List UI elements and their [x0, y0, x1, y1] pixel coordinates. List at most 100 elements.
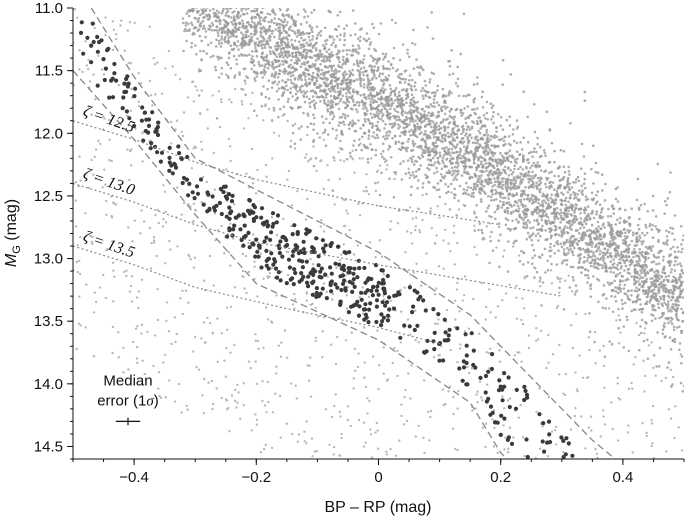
- background-star-270: [665, 229, 668, 233]
- background-star-2988: [391, 66, 395, 70]
- background-star-3371: [242, 26, 246, 30]
- background-star-3647: [222, 8, 225, 11]
- background-star-2641: [616, 186, 619, 189]
- background-star-928: [547, 219, 550, 222]
- background-star-684: [637, 227, 641, 231]
- background-star-2056: [356, 51, 359, 54]
- background-star-803: [249, 5, 252, 8]
- background-star-2225: [568, 238, 572, 242]
- background-star-3051: [402, 103, 405, 106]
- background-star-1091: [606, 281, 610, 284]
- background-star-4515: [305, 90, 309, 93]
- background-star-4234: [546, 193, 549, 196]
- background-star-4530: [481, 124, 485, 127]
- background-star-1894: [348, 127, 351, 131]
- background-star-4858: [104, 33, 107, 37]
- background-star-1959: [337, 96, 340, 100]
- background-star-4236: [405, 89, 409, 93]
- background-star-2966: [669, 320, 672, 323]
- background-star-1671: [332, 64, 336, 67]
- background-star-3092: [558, 226, 561, 229]
- background-star-1487: [282, 91, 286, 94]
- background-star-2309: [365, 107, 368, 110]
- background-star-244: [623, 269, 626, 272]
- background-star-4896: [315, 450, 319, 453]
- background-star-2799: [333, 27, 337, 31]
- background-star-4084: [499, 158, 503, 162]
- background-star-3930: [638, 236, 642, 240]
- background-star-3071: [484, 180, 488, 183]
- background-star-4675: [595, 266, 598, 269]
- background-star-1121: [499, 195, 503, 199]
- background-star-4231: [346, 60, 350, 63]
- background-star-4425: [262, 25, 265, 29]
- background-star-3909: [185, 39, 188, 43]
- background-star-3850: [343, 43, 346, 47]
- background-star-4585: [345, 57, 349, 60]
- background-star-4524: [467, 193, 471, 196]
- background-star-4750: [547, 395, 551, 399]
- background-star-2801: [288, 54, 291, 57]
- background-star-4371: [497, 204, 500, 208]
- background-star-2790: [215, 19, 218, 23]
- background-star-4208: [562, 218, 566, 221]
- background-star-4251: [569, 243, 572, 247]
- background-star-975: [372, 113, 376, 116]
- background-star-4648: [476, 107, 479, 110]
- background-star-4684: [497, 138, 501, 142]
- background-star-3928: [633, 282, 636, 285]
- background-star-1857: [475, 185, 479, 188]
- background-star-3849: [249, 23, 253, 27]
- background-star-958: [500, 154, 504, 158]
- background-star-4463: [606, 215, 610, 218]
- background-star-2471: [667, 309, 670, 313]
- background-star-640: [493, 183, 497, 187]
- background-star-3618: [367, 79, 370, 82]
- background-star-4685: [677, 278, 681, 281]
- background-star-1969: [407, 137, 411, 141]
- background-star-4917: [90, 113, 93, 116]
- background-star-4807: [88, 105, 91, 108]
- background-star-147: [512, 170, 515, 174]
- background-star-4000: [463, 165, 467, 169]
- background-star-2787: [259, 34, 263, 38]
- background-star-1306: [431, 156, 435, 160]
- background-star-2662: [470, 194, 473, 198]
- background-star-1742: [278, 55, 282, 58]
- background-star-3752: [539, 227, 543, 231]
- background-star-3960: [253, 43, 257, 47]
- background-star-1836: [210, 21, 214, 25]
- background-star-4537: [461, 124, 465, 128]
- background-star-4493: [666, 243, 669, 246]
- background-star-3614: [466, 125, 470, 128]
- background-star-3861: [319, 84, 323, 87]
- background-star-4057: [552, 212, 555, 215]
- background-star-1275: [292, 85, 296, 89]
- background-star-3309: [535, 150, 538, 154]
- background-star-4439: [277, 80, 281, 84]
- background-star-3950: [419, 126, 423, 129]
- background-star-1658: [527, 177, 530, 181]
- background-star-1789: [396, 111, 400, 114]
- background-star-4124: [426, 175, 429, 179]
- background-star-4445: [251, 39, 254, 42]
- background-star-1234: [307, 43, 311, 47]
- background-star-3696: [454, 124, 458, 128]
- background-star-4655: [376, 120, 380, 124]
- background-star-1463: [465, 128, 469, 131]
- background-star-4945: [403, 286, 406, 289]
- background-star-4395: [222, 18, 226, 22]
- background-star-2873: [493, 134, 497, 137]
- background-star-3584: [546, 215, 550, 219]
- background-star-2163: [190, 41, 194, 45]
- background-star-2813: [656, 331, 659, 334]
- background-star-4339: [522, 136, 526, 139]
- background-star-4149: [592, 259, 595, 262]
- background-star-3967: [354, 148, 358, 152]
- background-star-728: [659, 297, 663, 301]
- background-star-1648: [624, 264, 628, 268]
- background-star-4969: [596, 456, 599, 459]
- background-star-4378: [400, 77, 403, 81]
- background-star-3744: [635, 260, 638, 263]
- background-star-673: [582, 155, 586, 158]
